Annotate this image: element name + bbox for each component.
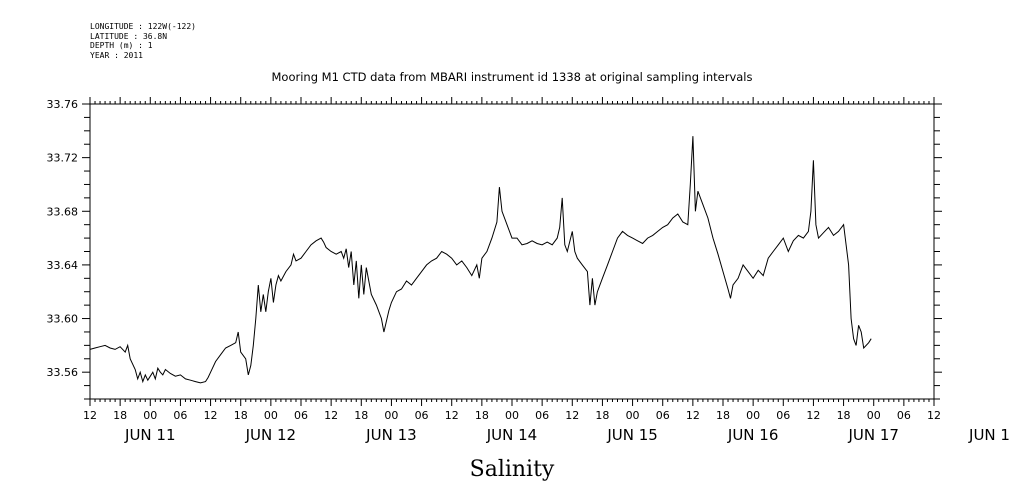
x-tick-label: 18 [595,409,609,422]
x-tick-label: 12 [445,409,459,422]
x-tick-label: 06 [776,409,790,422]
y-tick-label: 33.68 [47,205,79,218]
x-tick-label: 06 [656,409,670,422]
x-tick-label: 06 [535,409,549,422]
date-label: JUN 11 [124,426,175,444]
x-tick-label: 00 [384,409,398,422]
meta-depth: DEPTH (m) : 1 [90,41,153,50]
date-label: JUN 18 [968,426,1009,444]
x-tick-label: 12 [204,409,218,422]
x-tick-label: 06 [173,409,187,422]
meta-year: YEAR : 2011 [90,50,143,60]
x-tick-label: 12 [324,409,338,422]
salinity-series-line [89,136,872,384]
x-tick-label: 18 [716,409,730,422]
x-tick-label: 12 [927,409,941,422]
date-label: JUN 17 [847,426,898,444]
metadata-block: LONGITUDE : 122W(-122) LATITUDE : 36.8N DE… [90,22,196,60]
x-axis-title: Salinity [470,457,555,482]
x-tick-label: 00 [143,409,157,422]
y-tick-label: 33.76 [47,98,79,111]
y-tick-label: 33.64 [47,259,79,272]
date-label: JUN 14 [486,426,537,444]
x-tick-label: 06 [897,409,911,422]
plot-frame [89,103,935,400]
date-label: JUN 15 [606,426,657,444]
x-tick-label: 00 [626,409,640,422]
x-tick-label: 12 [686,409,700,422]
y-tick-label: 33.56 [47,366,79,379]
x-tick-label: 18 [837,409,851,422]
x-tick-label: 18 [113,409,127,422]
y-tick-label: 33.60 [47,313,79,326]
date-label: JUN 12 [245,426,296,444]
x-tick-label: 00 [505,409,519,422]
meta-longitude: LONGITUDE : 122W(-122) [90,22,196,31]
date-labels: JUN 11 JUN 12 JUN 13 JUN 14 JUN 15 JUN 16 JUN … [124,426,1009,444]
x-tick-label: 06 [294,409,308,422]
x-axis-labels: 12 18 00 06 12 18 00 06 12 18 00 06 12 18 00 06 12 18 00 06… [83,409,941,422]
chart-title: Mooring M1 CTD data from MBARI instrumen… [272,70,753,84]
meta-latitude: LATITUDE : 36.8N [90,31,168,41]
x-tick-label: 18 [354,409,368,422]
y-tick-label: 33.72 [47,152,79,165]
x-tick-label: 12 [806,409,820,422]
x-tick-label: 00 [264,409,278,422]
x-tick-label: 18 [234,409,248,422]
date-label: JUN 13 [365,426,416,444]
x-tick-label: 12 [83,409,97,422]
date-label: JUN 16 [727,426,778,444]
axis-ticks [82,97,942,406]
x-tick-label: 00 [867,409,881,422]
x-tick-label: 00 [746,409,760,422]
x-tick-label: 18 [475,409,489,422]
x-tick-label: 12 [565,409,579,422]
y-axis-labels: 33.76 33.72 33.68 33.64 33.60 33.56 [47,98,79,379]
x-tick-label: 06 [415,409,429,422]
